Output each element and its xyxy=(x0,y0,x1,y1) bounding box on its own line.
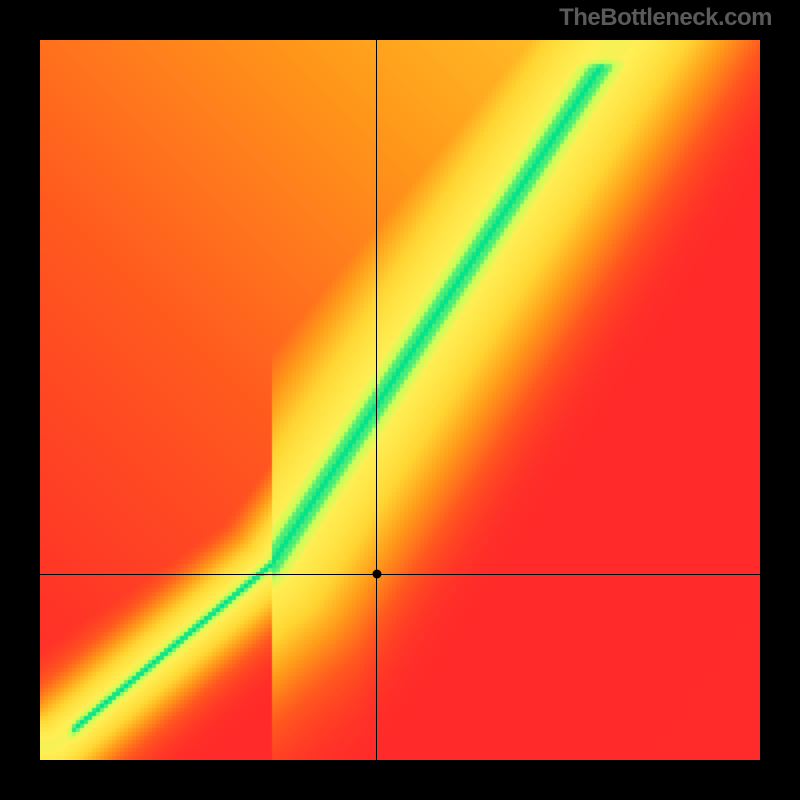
plot-area xyxy=(0,0,800,800)
watermark: TheBottleneck.com xyxy=(559,4,772,32)
crosshair-horizontal xyxy=(40,574,760,575)
crosshair-vertical xyxy=(376,40,377,760)
crosshair-marker xyxy=(372,570,381,579)
heatmap-canvas xyxy=(40,40,760,760)
